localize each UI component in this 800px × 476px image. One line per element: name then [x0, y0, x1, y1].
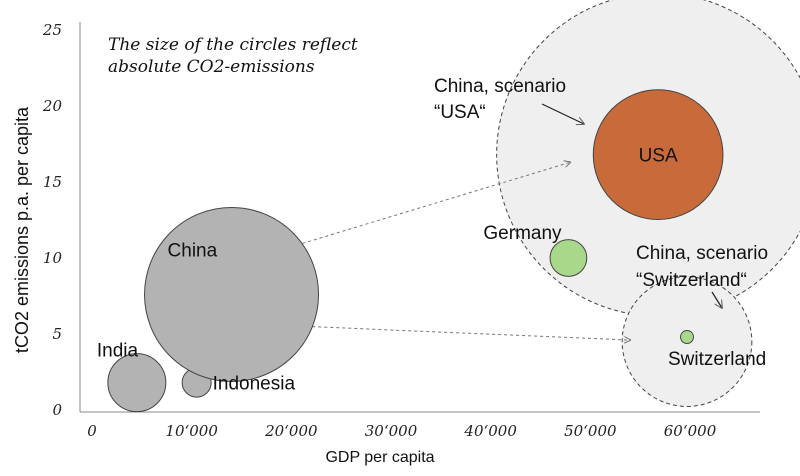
x-tick-label: 0 [87, 422, 97, 440]
scenario-switzerland-label-line1: China, scenario [636, 243, 768, 264]
scenario-usa-pointer [541, 103, 584, 124]
x-tick-label: 60‘000 [664, 422, 717, 440]
annotation-line: The size of the circles reflect [108, 35, 358, 55]
scenario-arrow [279, 162, 570, 251]
bubble-label-germany: Germany [483, 223, 562, 244]
y-axis-title: tCO2 emissions p.a. per capita [12, 106, 32, 353]
scenario-usa-label-line2: “USA“ [434, 102, 486, 123]
scenario-usa-label-line1: China, scenario [434, 76, 566, 97]
chart-axes [79, 22, 760, 413]
bubble-china [144, 206, 320, 382]
bubble-germany [549, 239, 588, 277]
y-tick-labels: 0 5 10 15 20 25 [42, 21, 63, 419]
x-tick-label: 10‘000 [165, 422, 218, 440]
x-tick-label: 30‘000 [365, 422, 418, 440]
y-tick-label: 10 [43, 249, 63, 267]
bubble-label-indonesia: Indonesia [213, 374, 296, 395]
scenario-switzerland-pointer [711, 291, 722, 308]
y-tick-label: 25 [42, 21, 62, 39]
y-tick-label: 15 [43, 173, 62, 191]
scenario-switzerland-label-line2: “Switzerland“ [636, 270, 747, 291]
bubble-switzerland [680, 330, 694, 345]
y-tick-label: 0 [52, 401, 62, 419]
x-axis-title: GDP per capita [325, 449, 434, 466]
annotation-line: absolute CO2-emissions [108, 57, 315, 77]
bubble-label-usa: USA [639, 146, 678, 167]
bubble-label-india: India [97, 341, 139, 362]
scenario-arrow [306, 325, 630, 340]
bubble-label-switzerland: Switzerland [668, 349, 766, 370]
chart-annotation: The size of the circles reflectabsolute … [108, 35, 358, 77]
x-tick-label: 40‘000 [463, 422, 517, 440]
x-tick-label: 50‘000 [564, 422, 617, 440]
bubble-label-china: China [168, 240, 218, 261]
bubble-india [107, 353, 167, 413]
x-tick-labels: 0 10‘000 20‘000 30‘000 40‘000 50‘000 60‘000 [87, 422, 716, 440]
scenario-arrows [279, 103, 722, 340]
y-tick-label: 5 [52, 325, 62, 343]
x-tick-label: 20‘000 [264, 422, 318, 440]
country-bubbles [107, 89, 724, 413]
y-tick-label: 20 [42, 97, 63, 115]
bubble-usa [592, 89, 724, 220]
bubble-labels: India Indonesia China Germany USA Switzerland… [97, 76, 768, 395]
